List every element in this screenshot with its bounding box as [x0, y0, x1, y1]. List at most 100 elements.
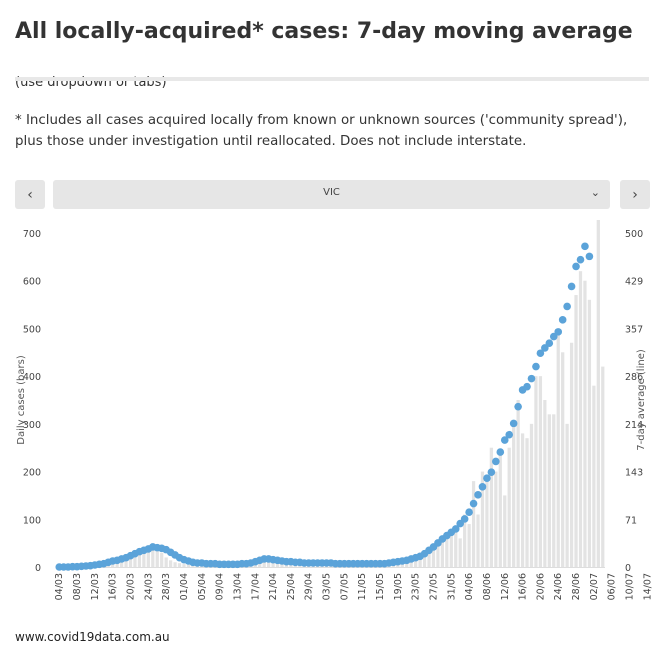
- bar: [534, 376, 538, 567]
- bar: [503, 495, 507, 567]
- bar: [275, 562, 280, 567]
- bar: [547, 414, 551, 567]
- bar: [476, 514, 480, 567]
- x-tick-label: 21/04: [268, 573, 279, 600]
- x-tick-label: 01/04: [179, 573, 190, 600]
- line-point: [554, 328, 563, 336]
- bar: [467, 524, 471, 567]
- x-tick-label: 28/06: [571, 573, 582, 600]
- next-region-button[interactable]: ›: [620, 180, 650, 209]
- chevron-right-icon: ›: [632, 186, 638, 203]
- bar: [422, 555, 427, 567]
- line-point: [469, 499, 478, 508]
- x-tick-label: 24/06: [553, 573, 564, 600]
- y2-tick-label: 500: [625, 229, 643, 240]
- bar: [561, 352, 565, 567]
- x-tick-label: 06/07: [607, 573, 618, 600]
- region-dropdown-value: VIC: [323, 187, 340, 198]
- x-tick-label: 28/03: [161, 573, 172, 600]
- x-tick-label: 13/04: [232, 573, 243, 600]
- x-tick-label: 03/05: [322, 573, 333, 600]
- bar: [186, 564, 191, 567]
- bar: [507, 447, 511, 567]
- bar: [480, 471, 485, 567]
- bar: [485, 481, 489, 567]
- line-point: [585, 252, 594, 261]
- x-tick-label: 02/07: [589, 573, 600, 600]
- x-tick-label: 20/03: [126, 573, 137, 600]
- x-tick-label: 05/04: [197, 573, 208, 600]
- line-point: [576, 255, 585, 264]
- line-point: [487, 468, 496, 476]
- line-point: [483, 474, 491, 482]
- y-axis-title: Daily cases (bars): [16, 355, 27, 445]
- line-point: [545, 339, 554, 348]
- bar: [445, 533, 449, 567]
- bar: [552, 414, 556, 567]
- bar: [471, 481, 476, 567]
- x-tick-label: 08/06: [482, 573, 493, 600]
- x-tick-label: 16/03: [108, 573, 119, 600]
- prev-region-button[interactable]: ‹: [15, 180, 45, 209]
- bar: [284, 564, 289, 567]
- line-point: [558, 316, 567, 324]
- bar: [137, 550, 142, 567]
- bar: [538, 376, 543, 567]
- bar: [133, 552, 137, 567]
- bar: [414, 558, 418, 567]
- chart-note: * Includes all cases acquired locally fr…: [15, 113, 628, 149]
- x-tick-label: 07/05: [339, 573, 350, 600]
- bar: [556, 328, 560, 567]
- bar: [128, 554, 133, 567]
- bar: [409, 559, 413, 567]
- x-tick-label: 31/05: [446, 573, 457, 600]
- x-tick-label: 24/03: [143, 573, 154, 600]
- line-point: [572, 262, 580, 271]
- bar: [458, 538, 462, 567]
- bar: [587, 299, 592, 567]
- line-point: [523, 382, 531, 391]
- bar: [529, 423, 534, 567]
- y2-tick-label: 429: [625, 276, 643, 287]
- bar: [449, 531, 453, 567]
- x-tick-label: 11/05: [357, 573, 368, 600]
- line-point: [536, 349, 545, 358]
- line-point: [451, 525, 460, 533]
- bar: [142, 547, 146, 567]
- bar: [418, 557, 422, 567]
- bar: [151, 543, 155, 567]
- line-point: [492, 457, 500, 466]
- y2-axis-title: 7-day average (line): [636, 349, 647, 451]
- bar: [454, 531, 458, 567]
- bar: [569, 342, 574, 567]
- bar: [262, 559, 266, 567]
- y2-tick-label: 0: [625, 563, 631, 574]
- x-tick-label: 04/06: [464, 573, 475, 600]
- chart-title-main: All locally-acquired* cases: 7-day movin…: [15, 19, 633, 44]
- x-tick-label: 04/03: [54, 573, 65, 600]
- region-dropdown[interactable]: VIC ⌄: [53, 180, 610, 209]
- bar: [583, 280, 587, 567]
- bar: [124, 556, 128, 567]
- bar: [431, 547, 436, 567]
- bar: [177, 563, 182, 567]
- x-tick-label: 10/07: [625, 573, 636, 600]
- line-point: [496, 448, 505, 456]
- bar: [520, 433, 525, 567]
- chart-title: All locally-acquired* cases: 7-day movin…: [15, 8, 650, 107]
- line-point: [509, 419, 518, 428]
- line-point: [478, 483, 487, 491]
- line-point: [527, 374, 536, 383]
- bar: [578, 271, 583, 567]
- bar: [160, 552, 164, 567]
- cases-chart: 0 100 200 300 400 500 600 700 0 71 143 214 286 357 429…: [16, 220, 653, 600]
- bar: [525, 438, 529, 567]
- y-tick-label: 700: [23, 229, 41, 240]
- title-divider: [15, 77, 649, 81]
- x-tick-label: 29/04: [304, 573, 315, 600]
- bar: [463, 514, 467, 567]
- y-tick-label: 300: [23, 420, 41, 431]
- line-point: [563, 302, 571, 311]
- line-point: [505, 430, 514, 439]
- y2-tick-label: 71: [625, 516, 637, 527]
